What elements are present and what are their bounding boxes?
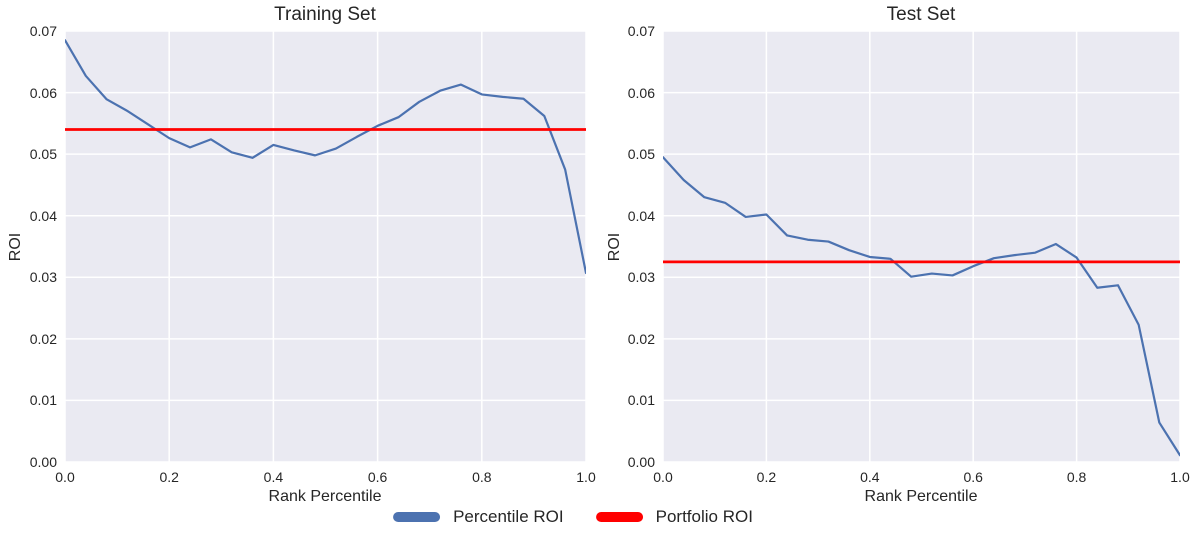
y-tick-label: 0.04 (29, 207, 57, 224)
legend-label-percentile-roi: Percentile ROI (453, 507, 564, 526)
y-tick-label: 0.06 (29, 84, 57, 101)
y-tick-label: 0.00 (29, 454, 57, 470)
gridlines (65, 31, 586, 462)
x-tick-label: 0.8 (472, 469, 492, 485)
legend: Percentile ROI Portfolio ROI (393, 507, 753, 527)
legend-item-portfolio-roi: Portfolio ROI (595, 507, 753, 527)
y-tick-label: 0.02 (29, 330, 57, 347)
y-tick-label: 0.01 (627, 392, 655, 409)
test-plot-area (663, 31, 1180, 462)
y-tick-label: 0.00 (627, 454, 655, 470)
test-x-axis-label: Rank Percentile (864, 488, 978, 505)
x-tick-label: 0.2 (159, 469, 179, 485)
y-tick-label: 0.04 (627, 207, 655, 224)
test-chart-title: Test Set (886, 4, 956, 25)
y-tick-label: 0.03 (627, 269, 655, 286)
y-tick-label: 0.05 (29, 146, 57, 163)
y-tick-label: 0.07 (627, 23, 655, 39)
x-tick-label: 0.0 (653, 469, 673, 485)
x-tick-label: 0.4 (860, 469, 880, 485)
x-tick-label: 0.4 (263, 469, 284, 485)
y-tick-label: 0.02 (627, 330, 655, 347)
series-percentile-roi (663, 156, 1180, 457)
y-tick-label: 0.01 (29, 392, 57, 409)
percentile-roi-line-swatch (393, 512, 441, 522)
x-tick-label: 0.2 (756, 469, 777, 485)
x-tick-label: 0.6 (367, 469, 388, 485)
y-tick-label: 0.06 (627, 84, 655, 101)
x-tick-label: 1.0 (1170, 469, 1190, 485)
training-chart-title: Training Set (274, 4, 376, 25)
x-tick-label: 0.0 (55, 469, 75, 485)
legend-item-percentile-roi: Percentile ROI (393, 507, 564, 527)
portfolio-roi-line-swatch (595, 512, 643, 522)
training-plot-area (65, 31, 586, 462)
series-percentile-roi (65, 39, 586, 275)
y-tick-label: 0.03 (29, 269, 57, 286)
y-tick-label: 0.05 (627, 146, 655, 163)
x-tick-label: 1.0 (576, 469, 596, 485)
plot-background (663, 31, 1180, 462)
legend-label-portfolio-roi: Portfolio ROI (655, 507, 753, 526)
gridlines (663, 31, 1180, 462)
test-y-axis-label: ROI (606, 232, 623, 262)
training-y-axis-label: ROI (7, 232, 24, 262)
x-tick-label: 0.8 (1066, 469, 1087, 485)
y-tick-label: 0.07 (29, 23, 57, 39)
x-tick-label: 0.6 (963, 469, 983, 485)
plot-background (65, 31, 586, 462)
training-x-axis-label: Rank Percentile (268, 488, 382, 505)
